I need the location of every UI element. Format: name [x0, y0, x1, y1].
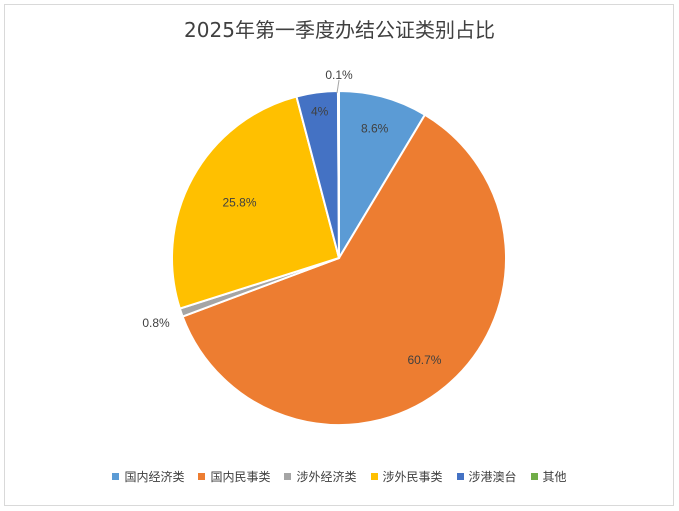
legend-swatch: [112, 473, 120, 480]
data-label-1: 8.6%: [361, 121, 389, 135]
legend-item-3: 涉外经济类: [284, 468, 357, 485]
legend-item-1: 国内经济类: [112, 468, 184, 485]
legend-item-4: 涉外民事类: [370, 468, 443, 485]
data-label-6: 0.1%: [325, 68, 353, 82]
legend-label: 国内民事类: [210, 470, 271, 484]
legend-item-6: 其他: [530, 468, 567, 485]
chart-title: 2025年第一季度办结公证类别占比: [184, 18, 495, 42]
pie-slice-1: [338, 89, 427, 262]
data-label-4: 25.8%: [222, 195, 256, 209]
leader-line-6: [336, 79, 340, 94]
legend-swatch: [284, 473, 292, 480]
legend-swatch: [530, 473, 538, 480]
data-label-5: 4%: [311, 104, 329, 118]
legend-label: 涉外民事类: [382, 470, 443, 484]
legend-item-2: 国内民事类: [198, 468, 270, 485]
data-label-2: 60.7%: [407, 353, 441, 367]
legend-label: 国内经济类: [124, 470, 185, 484]
legend-label: 涉港澳台: [468, 470, 517, 484]
pie-slice-6: [336, 89, 340, 259]
legend-swatch: [198, 473, 206, 480]
legend-label: 其他: [542, 470, 567, 484]
data-label-3: 0.8%: [142, 316, 170, 330]
pie-slice-4: [171, 95, 341, 310]
pie-slice-2: [181, 113, 507, 426]
legend-item-5: 涉港澳台: [456, 468, 517, 485]
legend-label: 涉外经济类: [296, 470, 357, 484]
legend-swatch: [456, 473, 464, 480]
legend-swatch: [370, 473, 378, 480]
legend: 国内经济类 国内民事类 涉外经济类 涉外民事类 涉港澳台 其他: [0, 468, 679, 485]
